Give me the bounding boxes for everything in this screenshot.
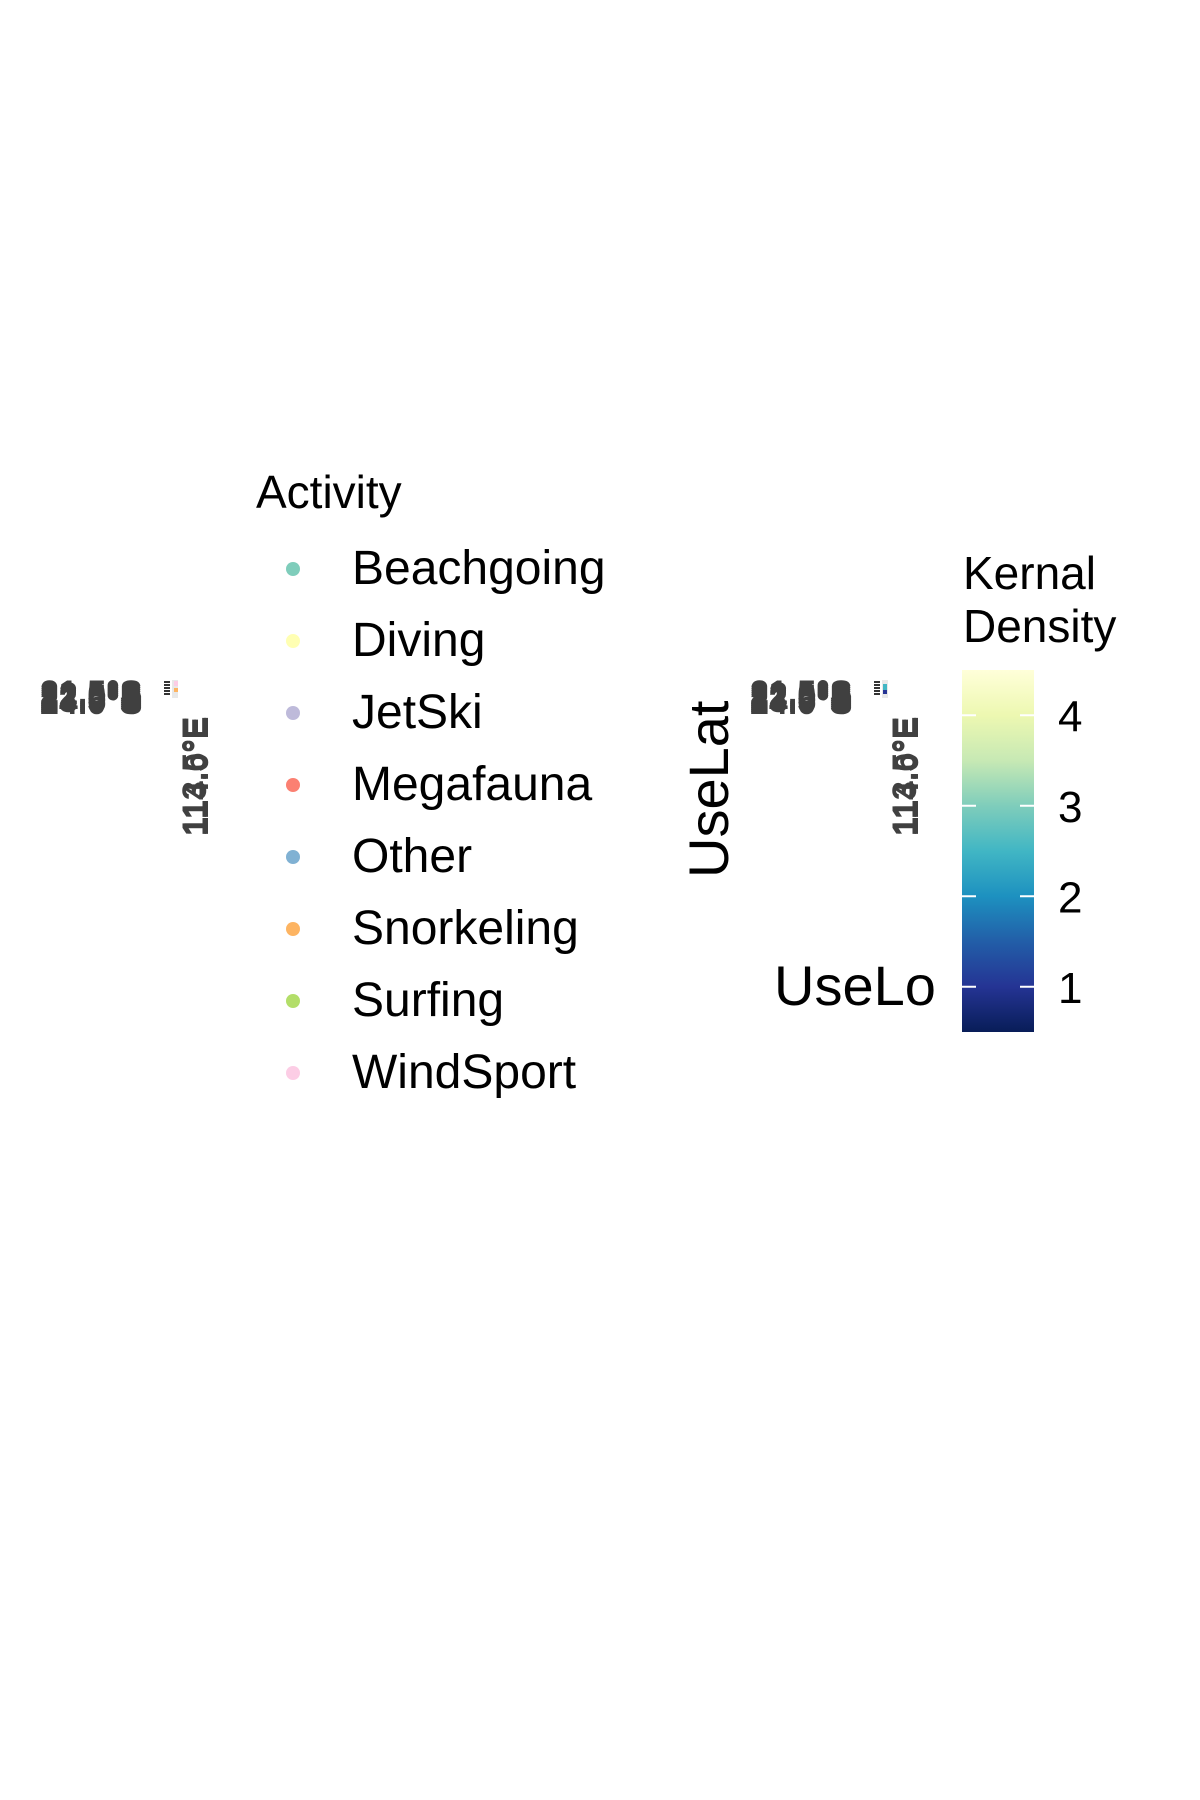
- legend-item: Surfing: [286, 977, 504, 1025]
- density-cell: [883, 690, 887, 694]
- colorbar-title-line: Kernal: [963, 547, 1096, 599]
- legend-label: Diving: [352, 614, 486, 667]
- activity-point-patch: [174, 681, 178, 686]
- y-tick-label: 24.0°S: [750, 684, 853, 722]
- legend-item: Megafauna: [286, 761, 592, 809]
- x-axis-title: UseLo: [774, 954, 936, 1017]
- colorbar-tick-label: 1: [1058, 964, 1082, 1013]
- legend-label: Surfing: [352, 974, 505, 1027]
- x-tick-label: 114.0°E: [178, 716, 216, 836]
- legend-swatch: [286, 778, 300, 792]
- density-cell: [883, 684, 887, 690]
- colorbar-bar: [962, 670, 1034, 1032]
- y-tick-label: 21.5°S: [40, 674, 143, 712]
- activity-map-panel: 21.5°S 22.0°S 22.5°S 23.0°S 23.5°S 24.0°…: [40, 660, 216, 860]
- y-tick-marks: [874, 681, 880, 695]
- y-tick-label: 21.5°S: [750, 674, 853, 712]
- y-axis-title: UseLat: [677, 700, 740, 878]
- legend-label: Other: [352, 830, 473, 883]
- legend-swatch: [286, 562, 300, 576]
- activity-point-patch: [174, 688, 178, 692]
- y-tick-label: 24.0°S: [40, 684, 143, 722]
- colorbar-tick-label: 2: [1058, 873, 1082, 922]
- legend-label: Megafauna: [352, 758, 593, 811]
- y-tick-label: 22.0°S: [750, 676, 853, 714]
- legend-swatch: [286, 1066, 300, 1080]
- legend-item: JetSki: [286, 689, 483, 737]
- y-tick-marks: [164, 681, 170, 695]
- legend-item: Beachgoing: [286, 545, 606, 593]
- y-tick-label: 23.5°S: [40, 682, 143, 720]
- colorbar-gradient: 1 2 3 4: [962, 670, 1082, 1032]
- y-tick-label: 23.0°S: [750, 680, 853, 718]
- y-tick-label: 22.5°S: [750, 678, 853, 716]
- colorbar-tick-label: 3: [1058, 783, 1082, 832]
- legend-swatch: [286, 706, 300, 720]
- colorbar-title-line: Density: [963, 599, 1117, 652]
- legend-item: Snorkeling: [286, 905, 579, 953]
- legend-item: WindSport: [286, 1049, 576, 1097]
- legend-swatch: [286, 850, 300, 864]
- legend-label: WindSport: [352, 1046, 577, 1099]
- legend-label: Beachgoing: [352, 542, 606, 595]
- activity-map-plot: [164, 680, 178, 698]
- density-map-plot: [874, 680, 888, 698]
- legend-label: JetSki: [352, 686, 483, 739]
- y-tick-label: 23.5°S: [750, 682, 853, 720]
- y-tick-label: 22.0°S: [40, 676, 143, 714]
- x-tick-label: 114.0°E: [888, 716, 926, 836]
- colorbar-title: Kernal Density: [963, 547, 1116, 653]
- legend-item: Other: [286, 833, 472, 881]
- legend-swatch: [286, 634, 300, 648]
- legend-item: Diving: [286, 617, 485, 665]
- colorbar-tick-label: 4: [1058, 692, 1082, 741]
- legend-swatch: [286, 994, 300, 1008]
- legend-label: Snorkeling: [352, 902, 579, 955]
- y-tick-label: 23.0°S: [40, 680, 143, 718]
- legend-swatch: [286, 922, 300, 936]
- y-tick-label: 22.5°S: [40, 678, 143, 716]
- legend-title: Activity: [256, 466, 402, 518]
